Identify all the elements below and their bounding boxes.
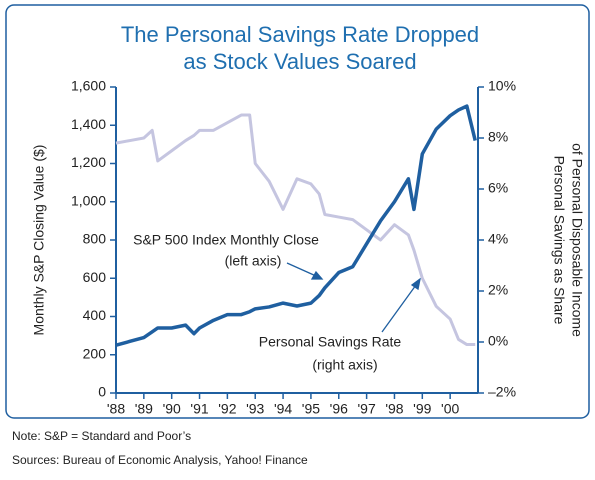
annotation: S&P 500 Index Monthly Close	[133, 232, 319, 248]
y2-tick-label: 4%	[488, 231, 508, 247]
series-line	[115, 104, 477, 347]
arrows	[286, 262, 421, 333]
annotation: Personal Savings Rate	[259, 334, 402, 350]
y2-tick-label: 6%	[488, 180, 508, 196]
note: Sources: Bureau of Economic Analysis, Ya…	[12, 453, 308, 467]
x-tick-label: '99	[413, 401, 431, 417]
chart-title: as Stock Values Soared	[183, 49, 416, 74]
x-tick-label: '94	[274, 401, 292, 417]
note: Note: S&P = Standard and Poor’s	[12, 429, 191, 443]
x-tick-label: '88	[107, 401, 125, 417]
y-tick-label: 1,000	[71, 192, 106, 208]
x-tick-label: '90	[163, 401, 181, 417]
y-axis-label: Monthly S&P Closing Value ($)	[31, 145, 47, 336]
x-tick-label: '98	[385, 401, 403, 417]
x-tick-label: '95	[302, 401, 320, 417]
y-tick-label: 400	[83, 307, 107, 323]
y-tick-label: 1,600	[71, 78, 106, 94]
y2-tick-label: 10%	[488, 78, 516, 94]
y2-tick-label: 2%	[488, 282, 508, 298]
annotation: (left axis)	[225, 253, 282, 269]
y-tick-label: 800	[83, 231, 107, 247]
arrow-head	[410, 277, 421, 291]
y2-tick-label: –2%	[488, 384, 516, 400]
arrow-head	[310, 270, 324, 280]
arrow	[381, 284, 417, 333]
y2-tick-label: 0%	[488, 333, 508, 349]
x-tick-label: '97	[357, 401, 375, 417]
annotation: (right axis)	[312, 357, 377, 373]
x-tick-label: '92	[218, 401, 236, 417]
y2-tick-label: 8%	[488, 129, 508, 145]
y-tick-label: 1,400	[71, 116, 106, 132]
y-tick-label: 1,200	[71, 154, 106, 170]
x-tick-label: '89	[135, 401, 153, 417]
y-tick-label: 600	[83, 269, 107, 285]
y2-axis-label: Personal Savings as Share	[551, 156, 567, 325]
series-line	[115, 113, 476, 347]
x-tick-label: '93	[246, 401, 264, 417]
arrow	[286, 262, 317, 277]
x-tick-label: '96	[330, 401, 348, 417]
y-tick-label: 200	[83, 345, 107, 361]
chart-title: The Personal Savings Rate Dropped	[121, 22, 479, 47]
x-tick-label: '00	[441, 401, 459, 417]
x-tick-label: '91	[190, 401, 208, 417]
y2-axis-label: of Personal Disposable Income	[569, 143, 585, 337]
y-tick-label: 0	[98, 384, 106, 400]
frame	[5, 4, 590, 419]
